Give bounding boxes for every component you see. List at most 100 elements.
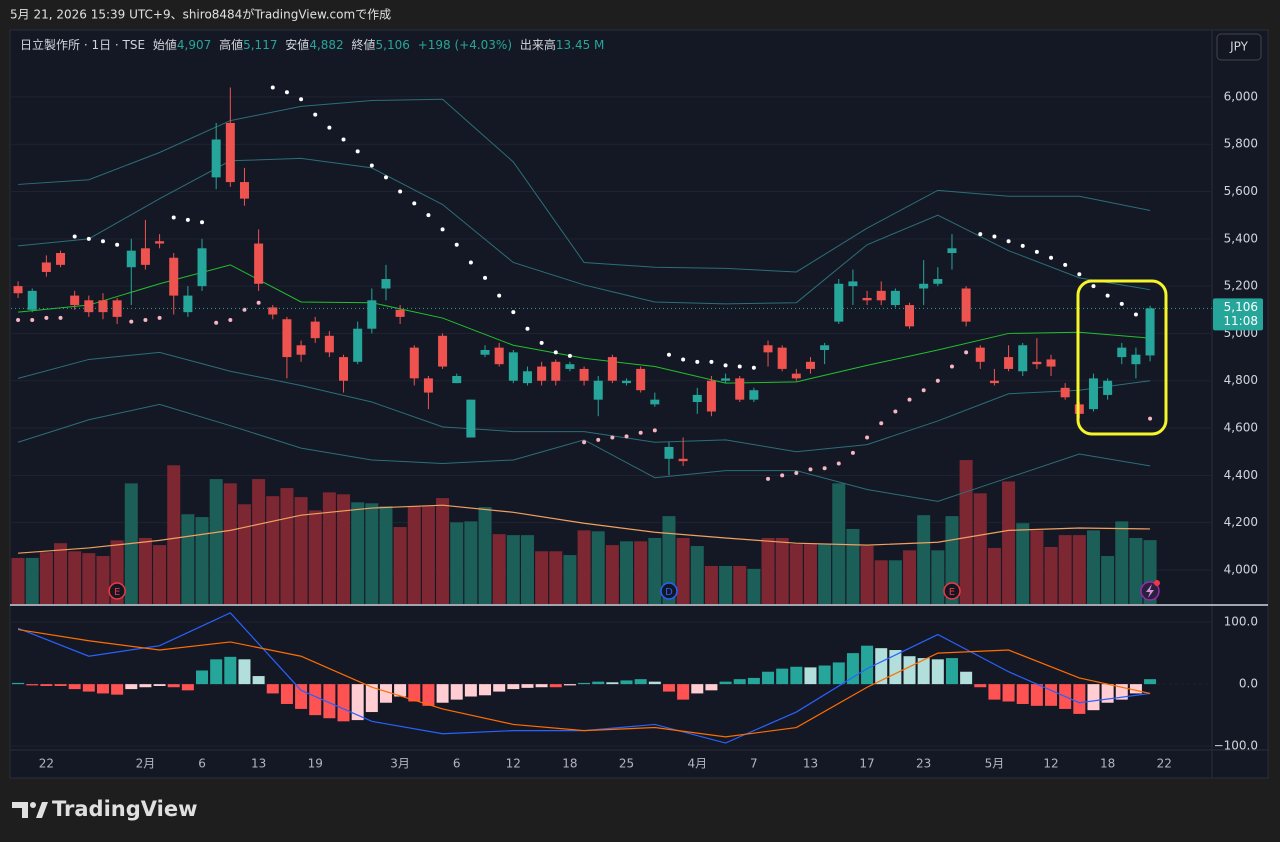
sar-dot [780,473,785,478]
sar-dot [766,476,771,481]
indicator-line [18,157,1151,305]
sar-dot [907,397,912,402]
volume-bar [903,550,917,604]
sar-dot [850,450,855,455]
histogram-bar [818,665,831,685]
volume-bar [11,557,25,604]
candle-body [1103,380,1113,395]
histogram-bar [1144,679,1157,685]
volume-bar [1030,530,1044,604]
sar-dot [553,350,558,355]
sar-dot [638,430,643,435]
sar-dot [567,353,572,358]
x-tick-label: 12 [1043,757,1058,771]
histogram-bar [12,682,25,685]
x-tick-label: 23 [916,757,931,771]
sar-dot [214,320,219,325]
currency-button[interactable] [1216,33,1262,61]
sar-dot [143,317,148,322]
candle-body [438,335,448,367]
volume-ma-line [18,504,1151,554]
sar-dot [200,220,205,225]
candle-body [126,250,136,268]
histogram-bar [365,684,378,713]
histogram-bar [210,659,223,685]
volume-bar [931,550,945,604]
volume-bar [492,534,506,604]
sar-dot [935,378,940,383]
candle-body [112,300,122,317]
histogram-bar [26,684,39,686]
x-tick-label: 6 [453,757,461,771]
sar-dot [129,319,134,324]
candle-body [905,305,915,327]
sar-dot [751,365,756,370]
histogram-bar [1045,684,1058,706]
histogram-bar [804,667,817,685]
volume-bar [563,555,577,604]
volume-bar [223,483,237,604]
histogram-bar [379,684,392,703]
histogram-bar [82,684,95,692]
sar-dot [1063,262,1068,267]
sar-dot [100,239,105,244]
histogram-bar [436,684,449,703]
volume-bar [775,537,789,604]
histogram-bar [832,662,845,685]
candle-body [239,182,249,199]
histogram-bar [776,668,789,685]
sar-dot [468,260,473,265]
histogram-bar [394,684,407,697]
plot-layer: E D E4,0004,2004,4004,6004,8005,0005,2005,… [11,85,1263,771]
open-value: 4,907 [177,38,211,52]
brand-logo: TradingView [12,797,197,821]
candle-body [1145,308,1155,356]
x-tick-label: 13 [803,757,818,771]
volume-bar [874,560,888,604]
volume-bar [450,522,464,604]
volume-bar [577,530,591,604]
candle-body [310,321,320,339]
histogram-bar [747,677,760,685]
volume-bar [54,543,68,604]
histogram-bar [662,684,675,692]
candle-body [409,347,419,379]
sar-dot [171,215,176,220]
low-name: 安値 [285,37,309,52]
sar-dot [822,466,827,471]
sar-dot [440,227,445,232]
event-badge [660,582,678,600]
histogram-bar [535,684,548,688]
volume-bar [68,551,82,604]
candle-body [834,283,844,322]
candle-body [749,390,759,400]
candle-body [183,295,193,313]
volume-bar [1129,537,1143,604]
sar-dot [228,317,233,322]
volume-bar [138,537,152,604]
volume-bar [1072,535,1086,604]
sar-dot [893,409,898,414]
histogram-bar [323,684,336,719]
candle-body [537,366,547,381]
sar-dot [426,213,431,218]
y-tick-label: 4,000 [1224,562,1258,576]
histogram-bar [351,684,364,721]
histogram-bar [705,684,718,691]
logo-shape [36,802,48,818]
histogram-bar [1073,684,1086,714]
candle-body [522,371,532,384]
currency-label[interactable]: JPY [1229,40,1249,54]
candle-body [211,139,221,178]
candle-body [876,290,886,301]
histogram-bar [790,666,803,685]
candle-body [820,345,830,350]
volume-bar [294,497,308,604]
histogram-bar [125,684,138,690]
sar-dot [794,470,799,475]
volume-bar [634,541,648,604]
volume-bar [421,506,435,604]
volume-name: 出来高 [520,37,556,52]
